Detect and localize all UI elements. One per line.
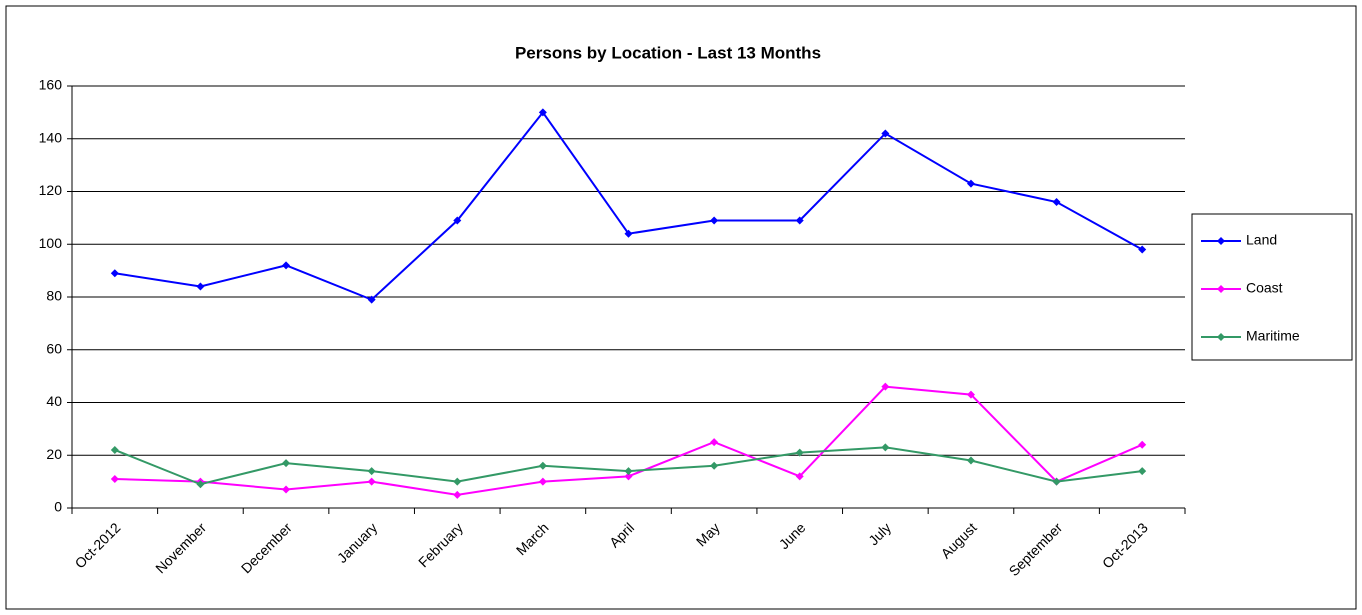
marker	[282, 261, 291, 270]
marker	[710, 216, 719, 225]
marker	[966, 179, 975, 188]
y-tick-label: 80	[46, 288, 62, 304]
y-tick-label: 140	[39, 129, 63, 145]
y-tick-label: 100	[39, 235, 63, 251]
y-tick-label: 40	[46, 393, 62, 409]
marker	[367, 467, 376, 476]
marker	[881, 382, 890, 391]
chart-border	[5, 5, 1357, 610]
marker	[966, 390, 975, 399]
marker	[1052, 198, 1061, 207]
marker	[1138, 245, 1147, 254]
marker	[795, 472, 804, 481]
y-tick-label: 20	[46, 446, 62, 462]
marker	[367, 477, 376, 486]
legend-marker	[1217, 285, 1225, 293]
y-tick-label: 160	[39, 77, 63, 93]
y-tick-label: 120	[39, 182, 63, 198]
marker	[624, 467, 633, 476]
marker	[110, 445, 119, 454]
marker	[538, 477, 547, 486]
legend-label: Maritime	[1246, 328, 1300, 344]
marker	[624, 472, 633, 481]
marker	[624, 229, 633, 238]
marker	[367, 295, 376, 304]
marker	[196, 480, 205, 489]
y-tick-label: 60	[46, 340, 62, 356]
marker	[196, 282, 205, 291]
marker	[282, 459, 291, 468]
chart-title: Persons by Location - Last 13 Months	[515, 43, 821, 62]
marker	[1138, 440, 1147, 449]
legend-marker	[1217, 237, 1225, 245]
marker	[538, 461, 547, 470]
marker	[710, 438, 719, 447]
marker	[110, 474, 119, 483]
marker	[881, 129, 890, 138]
marker	[453, 477, 462, 486]
marker	[881, 443, 890, 452]
legend-label: Land	[1246, 232, 1277, 248]
marker	[710, 461, 719, 470]
legend-label: Coast	[1246, 280, 1283, 296]
y-tick-label: 0	[54, 499, 62, 515]
marker	[110, 269, 119, 278]
marker	[282, 485, 291, 494]
marker	[1052, 477, 1061, 486]
marker	[966, 456, 975, 465]
marker	[795, 216, 804, 225]
marker	[538, 108, 547, 117]
legend-marker	[1217, 333, 1225, 341]
marker	[453, 490, 462, 499]
marker	[453, 216, 462, 225]
marker	[1138, 467, 1147, 476]
marker	[795, 448, 804, 457]
